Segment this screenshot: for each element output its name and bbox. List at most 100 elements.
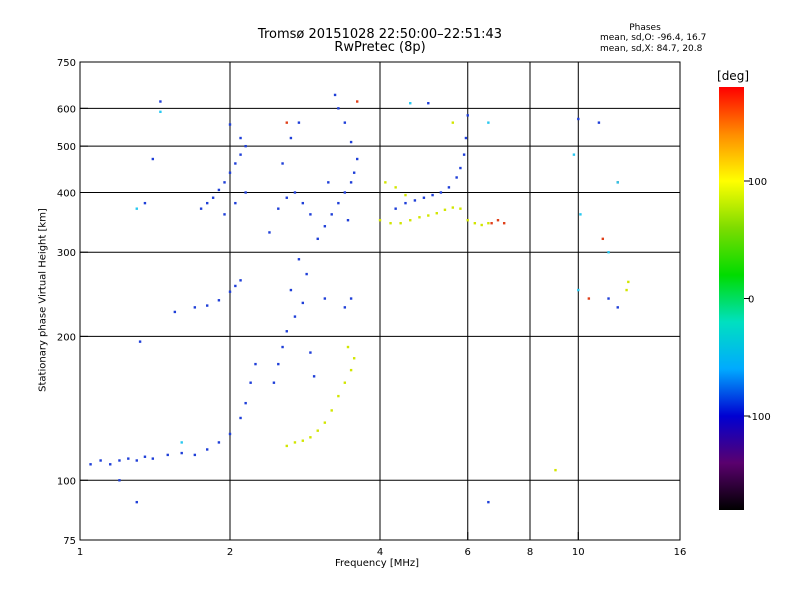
data-point xyxy=(343,381,347,384)
data-point xyxy=(389,222,392,225)
data-point xyxy=(285,196,288,199)
data-point xyxy=(285,121,288,124)
data-point xyxy=(490,222,493,225)
data-point xyxy=(316,429,319,432)
data-point xyxy=(607,251,610,254)
data-point xyxy=(285,444,288,448)
data-point xyxy=(579,213,582,216)
data-point xyxy=(554,468,557,472)
data-point xyxy=(180,441,183,444)
data-point xyxy=(312,375,316,378)
data-point xyxy=(127,457,130,460)
data-point xyxy=(173,310,177,314)
data-point xyxy=(455,176,458,179)
data-point xyxy=(466,114,469,117)
x-tick-label: 1 xyxy=(77,547,83,558)
x-tick-label: 4 xyxy=(377,547,383,558)
data-point xyxy=(239,416,242,420)
data-point xyxy=(327,181,330,184)
data-point xyxy=(297,121,301,124)
data-point xyxy=(349,368,353,372)
data-point xyxy=(301,201,305,205)
x-tick-label: 10 xyxy=(572,547,585,558)
data-point xyxy=(466,219,469,222)
data-point xyxy=(330,213,333,216)
data-point xyxy=(217,299,221,302)
data-point xyxy=(281,162,284,165)
data-point xyxy=(323,297,327,300)
data-point xyxy=(349,297,353,300)
x-tick-label: 6 xyxy=(465,547,471,558)
data-point xyxy=(323,225,327,228)
data-point xyxy=(254,362,257,366)
data-point xyxy=(409,101,412,105)
data-point xyxy=(355,157,359,161)
data-point xyxy=(487,121,490,124)
data-point xyxy=(285,330,288,333)
data-point xyxy=(496,219,500,222)
data-point xyxy=(180,451,183,455)
data-point xyxy=(277,362,280,366)
data-point xyxy=(217,188,221,192)
data-point xyxy=(577,288,580,292)
phase-stats-o-mode: mean, sd,O: -96.4, 16.7 xyxy=(600,33,707,43)
data-point xyxy=(337,394,340,398)
data-point xyxy=(281,345,284,349)
data-point xyxy=(239,153,242,156)
x-tick-label: 16 xyxy=(674,547,687,558)
colorbar-tick-label: 0 xyxy=(748,295,754,306)
data-point xyxy=(487,222,490,225)
data-point xyxy=(323,421,327,424)
data-point xyxy=(409,219,412,222)
data-point xyxy=(627,280,630,284)
data-point xyxy=(234,201,237,205)
data-point xyxy=(293,441,297,444)
data-point xyxy=(352,171,356,174)
colorbar-ticks: 100 0 -100 xyxy=(744,177,771,423)
data-point xyxy=(205,201,209,205)
data-point xyxy=(343,121,347,124)
data-point xyxy=(151,457,155,460)
data-point xyxy=(151,157,155,161)
data-point xyxy=(297,258,301,261)
data-point xyxy=(616,306,619,309)
data-point xyxy=(244,401,247,405)
data-point xyxy=(431,193,434,197)
data-point xyxy=(138,340,142,343)
chart-title-line1: Tromsø 20151028 22:50:00–22:51:43 xyxy=(257,27,503,42)
y-tick-label: 100 xyxy=(57,476,76,487)
data-point xyxy=(118,459,121,462)
data-point xyxy=(427,101,430,105)
data-point xyxy=(293,191,297,194)
x-tick-label: 8 xyxy=(527,547,533,558)
data-point xyxy=(109,463,112,466)
data-point xyxy=(135,459,138,462)
axis-ticks: 1 2 4 6 8 10 16 75 100 200 300 400 500 600 750 xyxy=(57,58,686,558)
data-point xyxy=(346,219,350,222)
y-tick-label: 300 xyxy=(57,248,76,259)
data-point xyxy=(205,448,209,451)
data-point xyxy=(502,222,506,225)
plot-border xyxy=(79,61,681,541)
data-point xyxy=(418,216,421,219)
data-point xyxy=(343,306,347,309)
data-point xyxy=(234,162,237,165)
data-point xyxy=(293,315,297,318)
colorbar-tick-label: -100 xyxy=(748,412,771,423)
data-point xyxy=(333,93,337,97)
data-point xyxy=(343,191,347,194)
x-axis-label: Frequency [MHz] xyxy=(335,558,420,569)
data-point xyxy=(404,193,407,197)
data-point xyxy=(349,140,353,144)
data-point xyxy=(601,237,605,241)
data-point xyxy=(316,237,319,241)
data-point xyxy=(309,213,312,216)
data-point xyxy=(451,121,455,124)
data-point xyxy=(427,214,430,217)
data-point xyxy=(205,304,209,307)
data-point xyxy=(384,181,387,184)
data-point xyxy=(193,306,197,309)
y-tick-label: 400 xyxy=(57,188,76,199)
data-point xyxy=(352,357,356,360)
data-point xyxy=(239,136,242,140)
